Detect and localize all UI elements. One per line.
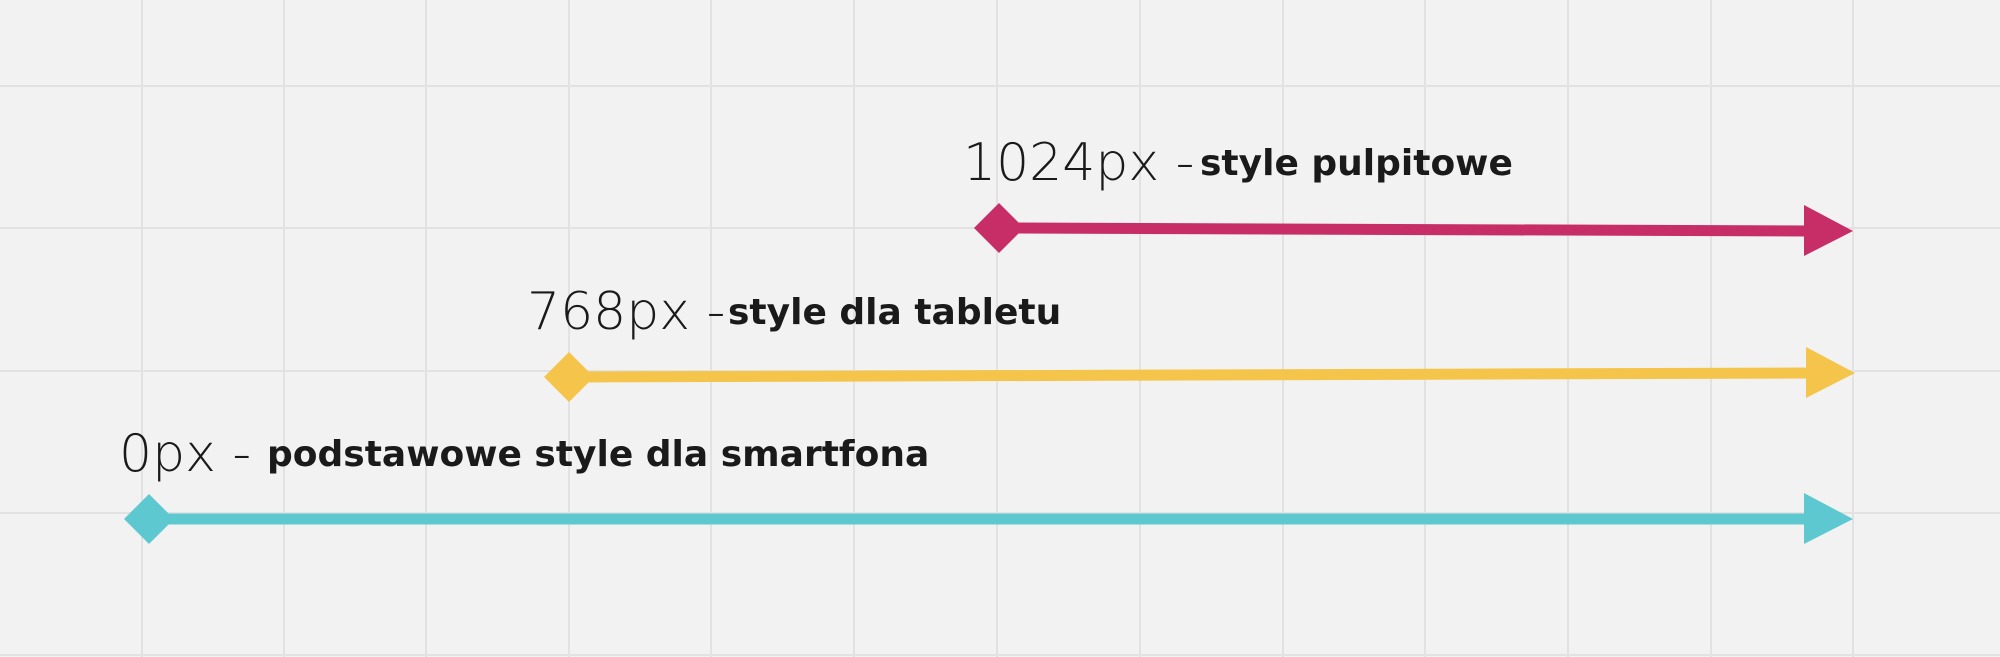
- breakpoint-desktop-description: style pulpitowe: [1200, 143, 1513, 184]
- track-tablet-arrowhead: [1806, 347, 1855, 398]
- track-desktop-line: [999, 222, 1813, 237]
- track-desktop-start-diamond: [974, 203, 1024, 253]
- track-tablet-start-diamond: [544, 352, 594, 402]
- breakpoint-desktop-width: 1024px -: [963, 133, 1195, 193]
- breakpoint-tablet-description: style dla tabletu: [728, 292, 1062, 333]
- breakpoint-smartphone-width: 0px -: [119, 424, 252, 484]
- track-smartphone-arrowhead: [1804, 493, 1853, 544]
- track-tablet-line: [569, 367, 1813, 383]
- track-desktop-arrowhead: [1804, 205, 1853, 256]
- track-smartphone-start-diamond: [124, 494, 174, 544]
- track-tablet: [544, 347, 1855, 402]
- breakpoint-smartphone-description: podstawowe style dla smartfona: [267, 434, 930, 475]
- track-desktop: [974, 203, 1853, 256]
- track-smartphone: [124, 493, 1853, 544]
- breakpoint-tablet-width: 768px -: [527, 282, 726, 342]
